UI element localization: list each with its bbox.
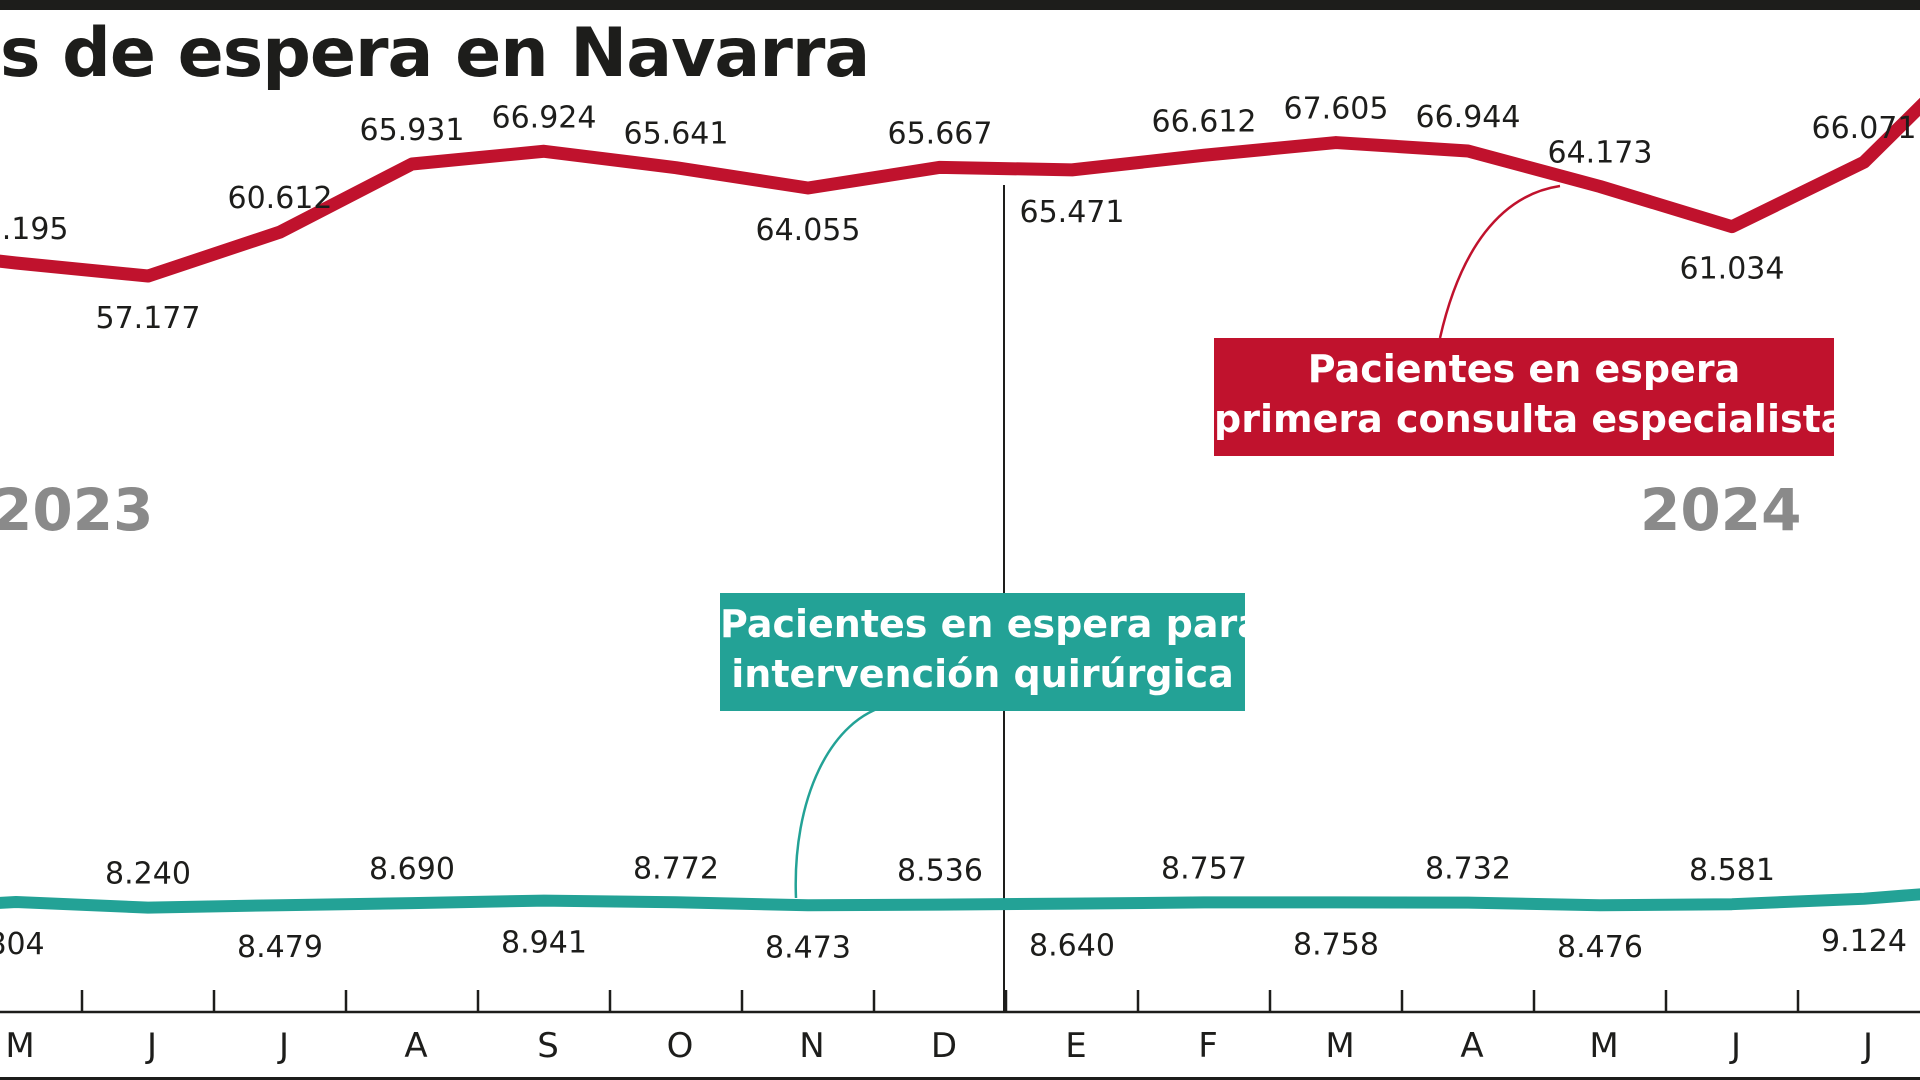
x-tick-label: A (404, 1026, 427, 1066)
x-tick-label: J (145, 1026, 157, 1066)
value-label-quirurgica: 9.124 (1821, 924, 1907, 959)
quirurgica-callout-line (794, 703, 891, 899)
legend-consulta-especialista: Pacientes en espera primera consulta esp… (1214, 338, 1847, 456)
x-tick-label: J (1861, 1026, 1873, 1066)
value-label-quirurgica: 804 (0, 927, 45, 962)
legend-consulta-line-1: Pacientes en espera (1307, 347, 1741, 391)
x-tick-label: A (1460, 1026, 1483, 1066)
value-label-consulta: 60.612 (228, 181, 333, 216)
x-tick-label: D (931, 1026, 957, 1066)
bottom-border (0, 1077, 1920, 1080)
value-label-consulta: 58.195 (0, 212, 68, 247)
value-label-quirurgica: 8.772 (633, 851, 719, 886)
legend-quirurgica-line-1: Pacientes en espera para (720, 602, 1263, 646)
value-label-consulta: 57.177 (96, 301, 201, 336)
top-border (0, 0, 1920, 10)
year-label-2023: 2023 (0, 476, 154, 544)
value-label-quirurgica: 8.476 (1557, 930, 1643, 965)
value-label-quirurgica: 8.581 (1689, 853, 1775, 888)
legend-quirurgica-line-2: intervención quirúrgica (731, 652, 1234, 696)
value-label-quirurgica: 8.757 (1161, 851, 1247, 886)
value-label-consulta: 65.931 (360, 113, 465, 148)
legend-intervencion-quirurgica: Pacientes en espera para intervención qu… (720, 593, 1263, 711)
value-label-consulta: 64.055 (756, 213, 861, 248)
legend-consulta-line-2: primera consulta especialista (1214, 397, 1847, 441)
value-label-quirurgica: 8.690 (369, 852, 455, 887)
value-label-consulta: 66.924 (492, 100, 597, 135)
value-label-quirurgica: 8.473 (765, 930, 851, 965)
value-label-consulta: 65.471 (1020, 195, 1125, 230)
series-line-consulta (0, 97, 1920, 283)
x-tick-label: N (799, 1026, 824, 1066)
consulta-callout-line (1438, 184, 1561, 339)
value-label-quirurgica: 8.536 (897, 854, 983, 889)
series-line-quirurgica (0, 888, 1920, 914)
x-tick-label: F (1198, 1026, 1218, 1066)
value-label-consulta: 64.173 (1548, 135, 1653, 170)
x-tick-label: J (277, 1026, 289, 1066)
value-label-consulta: 65.667 (888, 116, 993, 151)
x-tick-label: E (1065, 1026, 1086, 1066)
value-label-consulta: 67.605 (1284, 92, 1389, 127)
value-label-quirurgica: 8.941 (501, 926, 587, 961)
year-label-2024: 2024 (1640, 476, 1802, 544)
x-tick-label: M (1589, 1026, 1618, 1066)
value-label-quirurgica: 8.479 (237, 930, 323, 965)
x-tick-label: M (5, 1026, 34, 1066)
consulta-callout-path (1438, 184, 1561, 339)
value-label-quirurgica: 8.732 (1425, 852, 1511, 887)
x-tick-label: J (1729, 1026, 1741, 1066)
x-tick-label: O (667, 1026, 694, 1066)
value-label-consulta: 66.612 (1152, 104, 1257, 139)
x-tick-label: S (537, 1026, 559, 1066)
quirurgica-callout-path (794, 703, 891, 899)
value-label-quirurgica: 8.640 (1029, 929, 1115, 964)
value-label-consulta: 66.944 (1416, 100, 1521, 135)
value-label-consulta: 61.034 (1680, 252, 1785, 287)
value-label-quirurgica: 8.758 (1293, 927, 1379, 962)
chart-title: s de espera en Navarra (0, 14, 870, 93)
value-label-consulta: 65.641 (624, 117, 729, 152)
value-label-consulta: 66.071 (1812, 111, 1917, 146)
x-tick-label: M (1325, 1026, 1354, 1066)
value-label-quirurgica: 8.240 (105, 857, 191, 892)
